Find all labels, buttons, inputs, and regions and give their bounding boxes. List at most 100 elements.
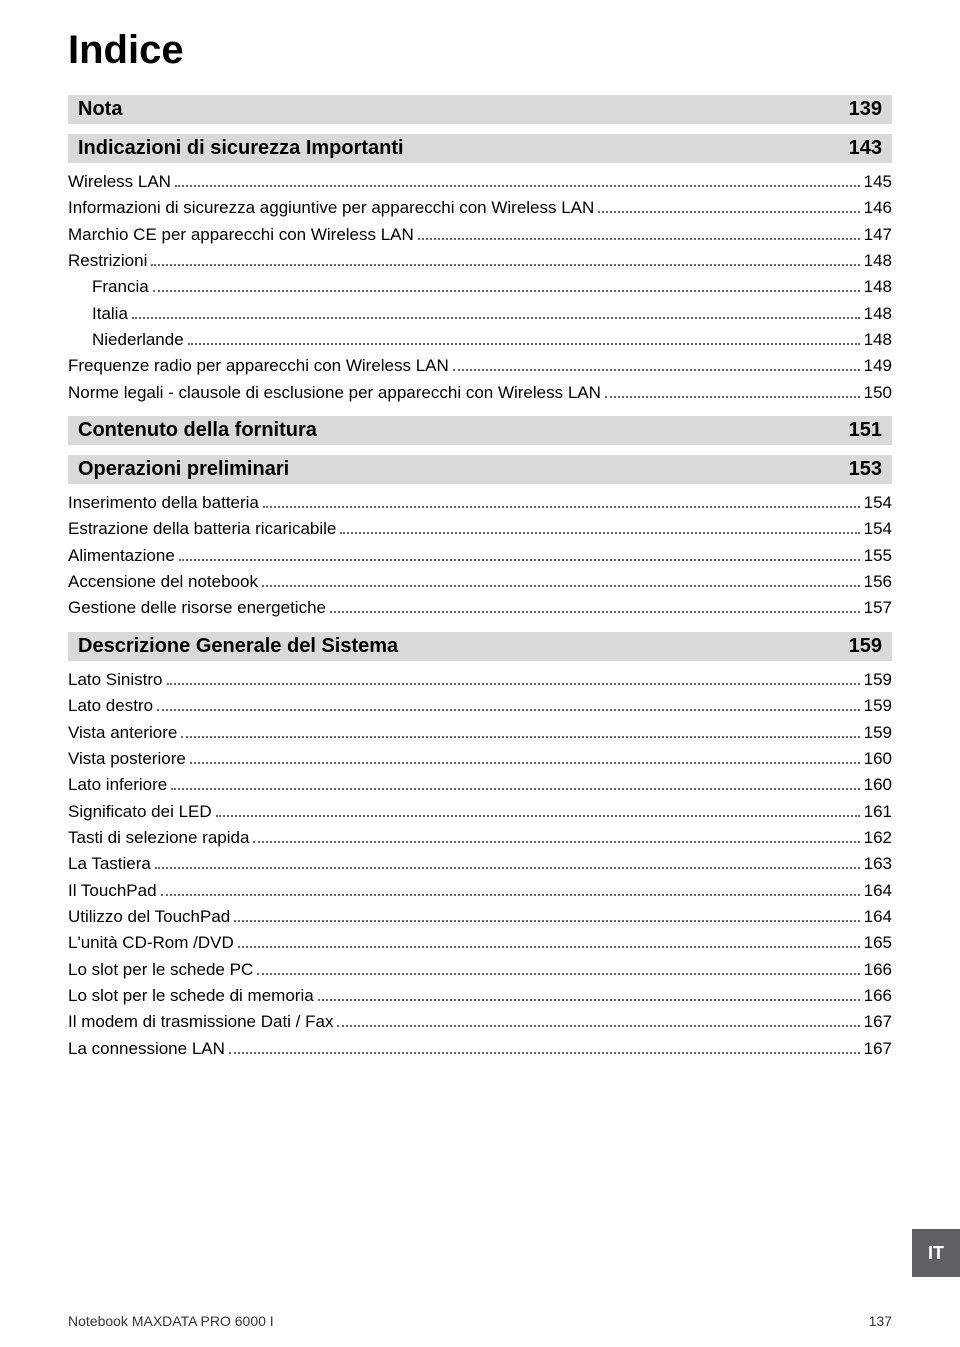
- toc-leader: [598, 211, 859, 213]
- toc-section-heading[interactable]: Nota139: [68, 95, 892, 124]
- toc-entry[interactable]: La Tastiera 163: [68, 851, 892, 877]
- page: Indice Nota139Indicazioni di sicurezza I…: [0, 0, 960, 1347]
- toc-entry-label: Lato inferiore: [68, 772, 167, 798]
- toc-entry-label: Lo slot per le schede PC: [68, 957, 253, 983]
- toc-entry[interactable]: Tasti di selezione rapida 162: [68, 825, 892, 851]
- toc-entry-label: Marchio CE per apparecchi con Wireless L…: [68, 222, 414, 248]
- language-badge: IT: [912, 1229, 960, 1277]
- toc-section-heading[interactable]: Contenuto della fornitura151: [68, 416, 892, 445]
- toc-entry-page: 148: [864, 301, 892, 327]
- toc-entry-label: Il TouchPad: [68, 878, 157, 904]
- toc-entry-label: Gestione delle risorse energetiche: [68, 595, 326, 621]
- toc-leader: [262, 585, 860, 587]
- toc-entry[interactable]: Il TouchPad 164: [68, 878, 892, 904]
- page-footer: Notebook MAXDATA PRO 6000 I 137: [68, 1313, 892, 1329]
- toc-section-label: Descrizione Generale del Sistema: [78, 635, 398, 658]
- toc-entry-page: 165: [864, 930, 892, 956]
- toc-entry[interactable]: Francia 148: [68, 274, 892, 300]
- toc-leader: [181, 736, 859, 738]
- toc-entry-label: La Tastiera: [68, 851, 151, 877]
- toc-leader: [238, 946, 860, 948]
- toc-leader: [175, 185, 860, 187]
- toc-entry[interactable]: L'unità CD-Rom /DVD 165: [68, 930, 892, 956]
- toc-leader: [132, 317, 860, 319]
- toc-section-heading[interactable]: Indicazioni di sicurezza Importanti143: [68, 134, 892, 163]
- toc-section-label: Operazioni preliminari: [78, 458, 289, 481]
- toc-entry-page: 163: [864, 851, 892, 877]
- toc-entry[interactable]: Significato dei LED 161: [68, 799, 892, 825]
- toc-entry-label: Wireless LAN: [68, 169, 171, 195]
- toc-entry[interactable]: Il modem di trasmissione Dati / Fax 167: [68, 1009, 892, 1035]
- toc-entry-page: 160: [864, 746, 892, 772]
- toc-entry[interactable]: Lato inferiore 160: [68, 772, 892, 798]
- toc-entry-label: Restrizioni: [68, 248, 147, 274]
- toc-entry[interactable]: La connessione LAN 167: [68, 1036, 892, 1062]
- toc-entry[interactable]: Marchio CE per apparecchi con Wireless L…: [68, 222, 892, 248]
- toc-section-page: 159: [849, 635, 882, 658]
- toc-leader: [257, 973, 859, 975]
- toc-entry-page: 146: [864, 195, 892, 221]
- toc-section-heading[interactable]: Operazioni preliminari 153: [68, 455, 892, 484]
- toc-entry-label: L'unità CD-Rom /DVD: [68, 930, 234, 956]
- toc-entry[interactable]: Lo slot per le schede PC 166: [68, 957, 892, 983]
- toc-entry-label: Norme legali - clausole di esclusione pe…: [68, 380, 601, 406]
- toc-entry-page: 148: [864, 274, 892, 300]
- toc-leader: [337, 1025, 859, 1027]
- toc-entry[interactable]: Vista posteriore 160: [68, 746, 892, 772]
- toc-entry[interactable]: Inserimento della batteria 154: [68, 490, 892, 516]
- toc-leader: [330, 611, 860, 613]
- toc-entry-page: 145: [864, 169, 892, 195]
- toc-leader: [263, 506, 860, 508]
- toc-entry[interactable]: Accensione del notebook 156: [68, 569, 892, 595]
- toc-leader: [153, 290, 860, 292]
- toc-entry[interactable]: Vista anteriore 159: [68, 720, 892, 746]
- toc-entry[interactable]: Niederlande 148: [68, 327, 892, 353]
- toc-entry[interactable]: Alimentazione 155: [68, 543, 892, 569]
- toc-entry-page: 154: [864, 490, 892, 516]
- toc-leader: [340, 532, 859, 534]
- toc-container: Nota139 Indicazioni di sicurezza Importan…: [68, 95, 892, 1062]
- toc-leader: [188, 343, 860, 345]
- toc-leader: [453, 369, 860, 371]
- toc-entry-page: 149: [864, 353, 892, 379]
- toc-entry[interactable]: Lato destro 159: [68, 693, 892, 719]
- toc-leader: [318, 999, 860, 1001]
- toc-entry-label: Vista anteriore: [68, 720, 177, 746]
- toc-entry[interactable]: Utilizzo del TouchPad 164: [68, 904, 892, 930]
- toc-entry[interactable]: Italia 148: [68, 301, 892, 327]
- toc-entry-page: 155: [864, 543, 892, 569]
- toc-entry-page: 166: [864, 983, 892, 1009]
- toc-entry-label: Francia: [92, 274, 149, 300]
- toc-entry-label: Inserimento della batteria: [68, 490, 259, 516]
- toc-entry-page: 148: [864, 248, 892, 274]
- toc-leader: [234, 920, 859, 922]
- toc-entry-page: 157: [864, 595, 892, 621]
- toc-section-heading[interactable]: Descrizione Generale del Sistema 159: [68, 632, 892, 661]
- toc-entry[interactable]: Lato Sinistro 159: [68, 667, 892, 693]
- toc-entry-label: Utilizzo del TouchPad: [68, 904, 230, 930]
- toc-entry-label: Alimentazione: [68, 543, 175, 569]
- toc-entry-page: 162: [864, 825, 892, 851]
- footer-right: 137: [869, 1313, 892, 1329]
- toc-entry[interactable]: Estrazione della batteria ricaricabile 1…: [68, 516, 892, 542]
- toc-entry[interactable]: Frequenze radio per apparecchi con Wirel…: [68, 353, 892, 379]
- toc-entry[interactable]: Restrizioni 148: [68, 248, 892, 274]
- toc-entry-page: 161: [864, 799, 892, 825]
- footer-left: Notebook MAXDATA PRO 6000 I: [68, 1313, 274, 1329]
- toc-section-page: 153: [849, 458, 882, 481]
- toc-entry-page: 160: [864, 772, 892, 798]
- toc-entry[interactable]: Norme legali - clausole di esclusione pe…: [68, 380, 892, 406]
- toc-entry[interactable]: Informazioni di sicurezza aggiuntive per…: [68, 195, 892, 221]
- toc-entry-page: 148: [864, 327, 892, 353]
- toc-section-label: Nota: [78, 98, 122, 121]
- toc-section-page: 151: [849, 419, 882, 442]
- toc-leader: [167, 683, 860, 685]
- toc-entry[interactable]: Wireless LAN 145: [68, 169, 892, 195]
- toc-section-page: 143: [849, 137, 882, 160]
- toc-leader: [418, 238, 860, 240]
- toc-entry-page: 159: [864, 720, 892, 746]
- toc-entry-page: 156: [864, 569, 892, 595]
- toc-entry[interactable]: Gestione delle risorse energetiche 157: [68, 595, 892, 621]
- toc-leader: [171, 788, 859, 790]
- toc-entry[interactable]: Lo slot per le schede di memoria 166: [68, 983, 892, 1009]
